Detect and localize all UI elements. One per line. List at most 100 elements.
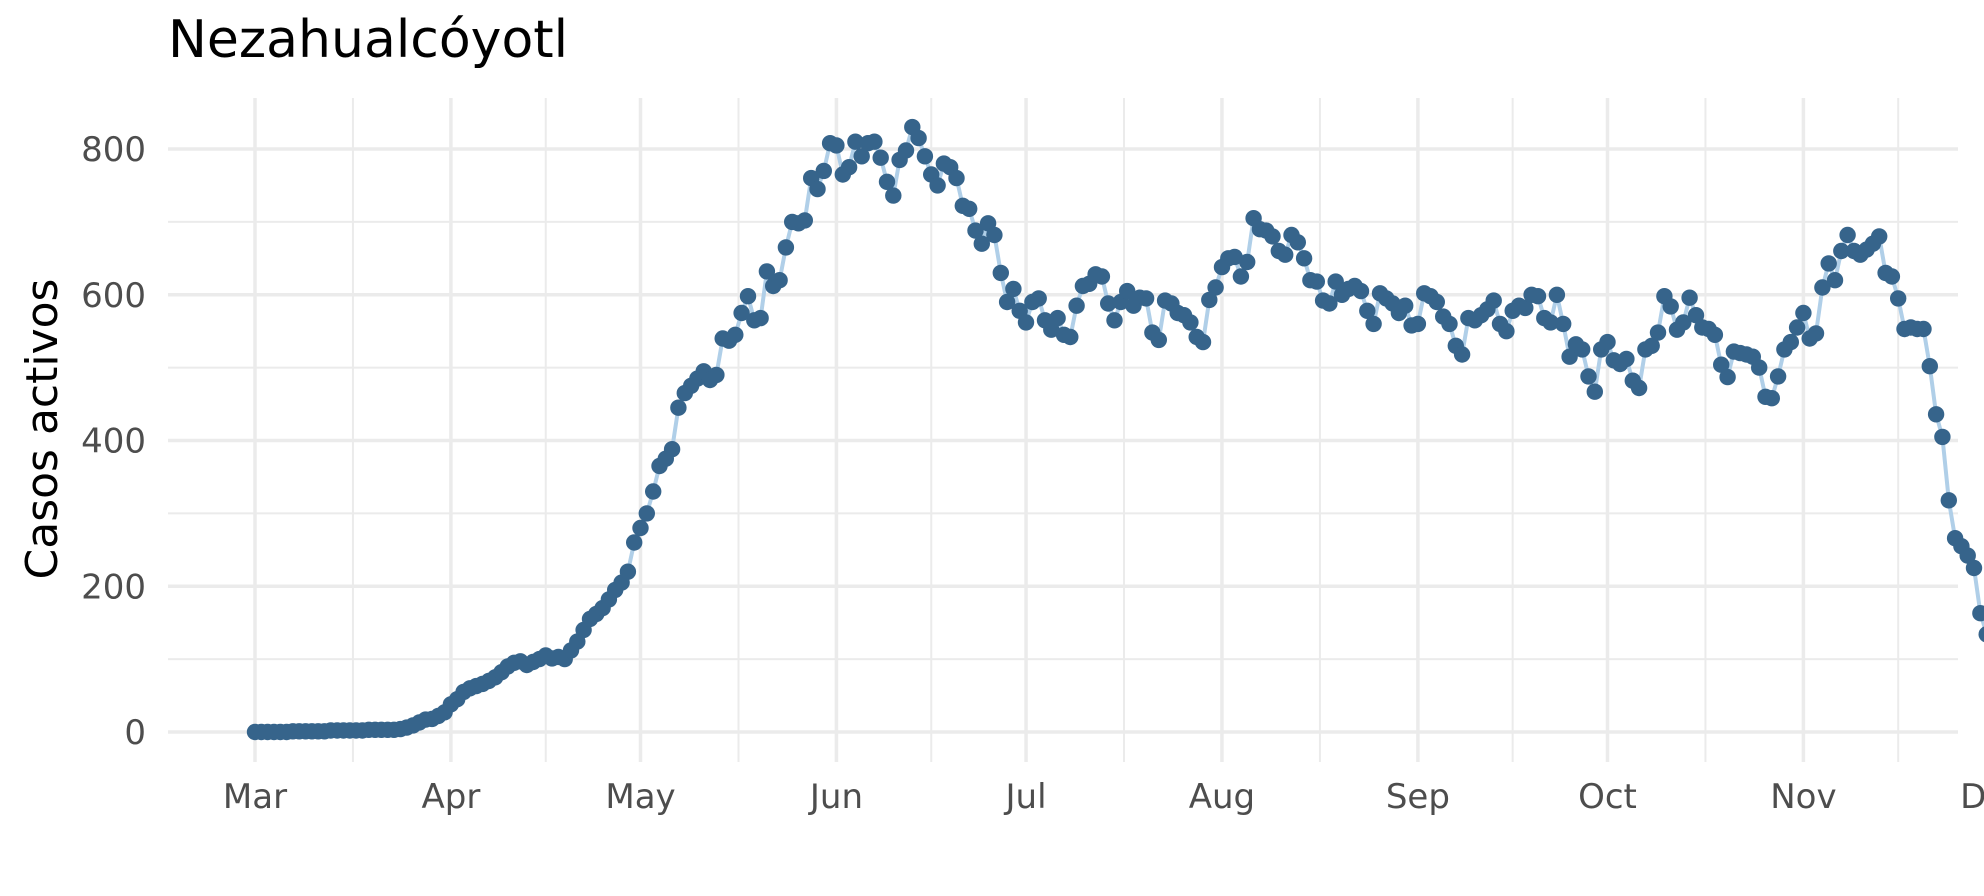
- data-point: [1921, 358, 1939, 375]
- data-point: [1548, 286, 1566, 303]
- data-point: [1820, 255, 1837, 272]
- data-point: [1574, 341, 1591, 358]
- x-tick-label: Dec: [1960, 777, 1984, 817]
- data-point: [1365, 315, 1382, 333]
- y-tick-label: 0: [124, 713, 146, 753]
- x-tick-label: Mar: [223, 777, 287, 817]
- data-point: [626, 534, 643, 551]
- data-point: [1049, 309, 1066, 327]
- data-point: [828, 137, 845, 154]
- data-point: [1675, 314, 1692, 331]
- data-point: [885, 187, 902, 204]
- data-point: [1453, 346, 1471, 363]
- data-point: [1239, 253, 1256, 271]
- data-point: [961, 200, 978, 217]
- data-point: [986, 226, 1003, 244]
- data-point: [1788, 319, 1806, 336]
- data-point: [645, 483, 662, 500]
- data-point: [1119, 282, 1136, 300]
- data-point: [1662, 298, 1679, 315]
- data-points: [246, 118, 1984, 741]
- data-point: [1555, 315, 1572, 333]
- data-point: [1795, 304, 1812, 322]
- minor-gridlines: [168, 98, 1958, 762]
- data-point: [1561, 348, 1578, 365]
- data-point: [752, 309, 769, 327]
- data-point: [739, 288, 757, 305]
- data-point: [1580, 368, 1597, 385]
- data-point: [1295, 250, 1313, 267]
- data-point: [815, 162, 832, 180]
- data-point: [1643, 337, 1660, 354]
- data-point: [1915, 320, 1932, 338]
- x-tick-label: Oct: [1578, 777, 1637, 817]
- x-tick-label: Jun: [808, 777, 863, 817]
- data-point: [840, 159, 858, 176]
- data-point: [853, 148, 870, 165]
- data-point: [1934, 428, 1951, 446]
- data-point: [619, 563, 637, 580]
- data-point: [1599, 333, 1616, 351]
- data-point: [878, 173, 896, 190]
- data-point: [632, 519, 649, 537]
- data-point: [1397, 297, 1414, 314]
- data-point: [1264, 228, 1281, 245]
- data-point: [1352, 282, 1370, 300]
- data-point: [872, 149, 889, 166]
- data-point: [663, 441, 681, 458]
- x-tick-label: Sep: [1386, 777, 1450, 817]
- data-point: [727, 326, 744, 343]
- data-point: [1586, 383, 1604, 400]
- data-point: [1618, 350, 1635, 368]
- data-point: [897, 142, 915, 159]
- data-point: [967, 222, 984, 239]
- data-point: [1972, 605, 1984, 622]
- data-point: [1277, 246, 1294, 263]
- data-point: [1106, 312, 1123, 329]
- data-point: [1062, 328, 1079, 346]
- data-point: [1751, 359, 1768, 376]
- data-point: [771, 272, 788, 289]
- data-point: [1150, 331, 1168, 349]
- data-point: [1030, 290, 1047, 307]
- data-point: [1542, 314, 1559, 331]
- x-tick-label: Apr: [422, 777, 481, 817]
- y-axis-title: Casos activos: [17, 279, 68, 580]
- data-point: [1833, 242, 1850, 260]
- data-point: [1093, 268, 1111, 285]
- y-axis-ticks: 0 200 400 600 800: [81, 130, 146, 753]
- data-point: [916, 148, 934, 165]
- data-point: [1517, 299, 1534, 317]
- data-point: [1940, 492, 1958, 509]
- data-point: [1807, 325, 1825, 342]
- y-tick-label: 800: [81, 130, 146, 170]
- data-point: [1359, 302, 1376, 319]
- data-point: [866, 133, 883, 150]
- series-line: [255, 125, 1984, 734]
- x-axis-ticks: Mar Apr May Jun Jul Aug Sep Oct Nov Dec: [223, 777, 1984, 817]
- data-point: [1713, 356, 1730, 373]
- data-point: [1883, 268, 1901, 285]
- data-point: [670, 399, 687, 416]
- data-point: [1965, 559, 1983, 577]
- data-point: [638, 505, 655, 522]
- data-point: [1485, 292, 1502, 309]
- data-point: [1201, 291, 1218, 309]
- x-tick-label: May: [605, 777, 675, 817]
- data-point: [1327, 273, 1344, 290]
- x-tick-label: Aug: [1189, 777, 1255, 817]
- data-point: [1137, 290, 1155, 307]
- data-point: [777, 239, 795, 256]
- y-tick-label: 400: [81, 422, 146, 462]
- data-point: [1232, 268, 1250, 285]
- data-point: [1017, 314, 1035, 331]
- x-tick-label: Jul: [1004, 777, 1047, 817]
- x-tick-label: Nov: [1770, 777, 1836, 817]
- data-point: [1289, 234, 1307, 251]
- data-point: [796, 212, 813, 229]
- data-point: [1890, 290, 1907, 307]
- y-tick-label: 200: [81, 567, 146, 607]
- data-point: [1839, 226, 1856, 244]
